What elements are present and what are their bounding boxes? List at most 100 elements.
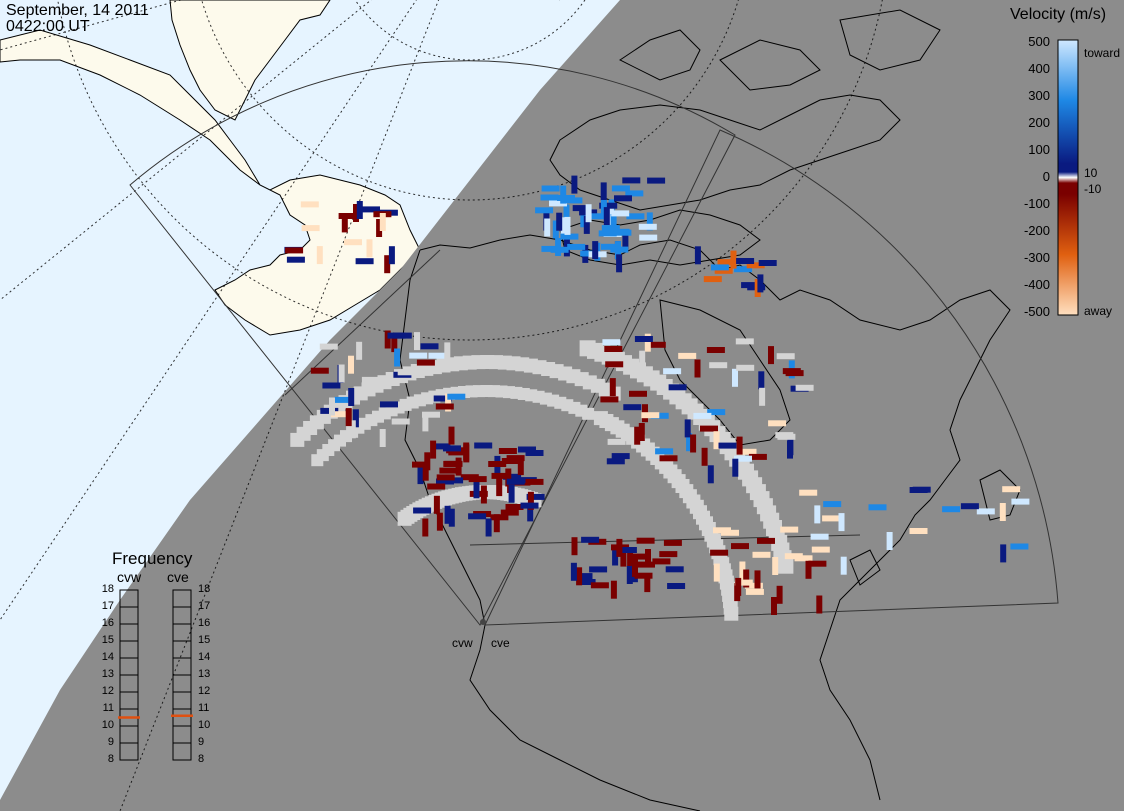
velocity-cell	[316, 246, 323, 265]
velocity-cell	[491, 472, 510, 479]
velocity-colorbar	[1057, 39, 1079, 316]
velocity-cell	[668, 384, 687, 391]
velocity-legend-title: Velocity (m/s)	[1010, 6, 1107, 23]
velocity-cell	[616, 538, 623, 557]
velocity-cell	[602, 339, 621, 346]
velocity-cell	[436, 512, 443, 531]
velocity-cell	[707, 465, 714, 484]
velocity-cell	[520, 502, 539, 509]
velocity-cell	[330, 411, 349, 418]
velocity-cell	[356, 341, 363, 360]
velocity-cell	[541, 245, 560, 252]
velocity-cell	[732, 458, 739, 477]
date-label: September, 14 2011	[6, 2, 149, 19]
ground-scatter-cell	[582, 407, 595, 420]
velocity-cell	[544, 218, 551, 237]
geo-grid	[0, 0, 883, 811]
velocity-cell	[701, 447, 708, 466]
velocity-cell	[560, 233, 579, 240]
coastlines	[399, 9, 1021, 811]
velocity-cell	[612, 547, 619, 566]
velocity-cell	[598, 230, 617, 237]
velocity-cell	[999, 503, 1006, 521]
freq-scale-label-cve: 16	[198, 617, 211, 629]
velocity-cell	[644, 333, 651, 352]
velocity-cell	[376, 219, 383, 237]
freq-scale-label-cvw: 8	[107, 753, 114, 765]
velocity-cell	[734, 579, 753, 586]
velocity-cell	[341, 214, 348, 233]
velocity-cell	[601, 243, 619, 250]
velocity-cell	[526, 493, 545, 500]
velocity-cell	[757, 274, 764, 293]
velocity-cell	[731, 543, 749, 550]
velocity-cell	[960, 503, 979, 510]
velocity-cell	[349, 420, 356, 439]
velocity-cell	[776, 585, 783, 604]
velocity-cell	[417, 466, 424, 485]
freq-scale-label-cvw: 18	[101, 583, 114, 595]
velocity-cell	[384, 330, 391, 349]
velocity-cell	[564, 216, 571, 235]
velocity-cell	[622, 231, 629, 250]
velocity-cell	[580, 209, 587, 228]
velocity-cell	[334, 396, 353, 403]
freq-scale-label-cvw: 11	[102, 702, 114, 714]
legend-tick: -300	[1023, 250, 1050, 265]
velocity-cell	[587, 213, 606, 220]
velocity-cell	[736, 364, 755, 371]
velocity-cell	[741, 282, 760, 289]
freq-scale-label-cvw: 9	[107, 736, 114, 748]
velocity-cell	[663, 539, 682, 546]
velocity-cell	[434, 391, 453, 398]
velocity-cell	[757, 537, 775, 544]
freq-scale-label-cvw: 16	[101, 617, 114, 629]
velocity-cell	[557, 195, 575, 201]
velocity-cell	[430, 440, 437, 459]
velocity-cell	[714, 267, 733, 274]
velocity-cell	[616, 254, 623, 273]
velocity-cell	[1002, 486, 1021, 493]
velocity-cell	[610, 214, 617, 232]
velocity-cell	[604, 346, 623, 352]
velocity-cell	[592, 241, 599, 260]
velocity-cell	[758, 260, 777, 266]
velocity-cell	[443, 460, 462, 467]
freq-scale-label-cve: 18	[198, 583, 211, 595]
velocity-cell	[611, 210, 630, 217]
velocity-cell	[448, 426, 455, 445]
velocity-cell	[527, 491, 534, 510]
velocity-cell	[632, 558, 638, 577]
velocity-cell	[508, 484, 515, 503]
velocity-cell	[322, 382, 341, 389]
velocity-cell	[549, 200, 567, 207]
velocity-cell	[634, 426, 641, 445]
velocity-cell	[758, 371, 765, 390]
velocity-cell	[639, 350, 646, 369]
velocity-cell	[823, 501, 842, 508]
radar-site-marker	[480, 619, 486, 625]
velocity-cell	[422, 413, 429, 432]
velocity-cell	[384, 255, 391, 274]
velocity-cell	[736, 258, 755, 264]
velocity-cell	[394, 348, 401, 367]
velocity-cell	[810, 533, 829, 540]
velocity-cell	[338, 213, 357, 219]
velocity-cell	[445, 393, 452, 412]
velocity-cell	[745, 588, 764, 595]
velocity-cell	[550, 246, 569, 253]
velocity-cell	[822, 515, 841, 522]
velocity-cell	[493, 514, 500, 533]
freq-scale-label-cvw: 15	[101, 634, 114, 646]
gauge-label-cvw: cvw	[117, 569, 142, 585]
velocity-cell	[433, 495, 440, 514]
velocity-cell	[355, 258, 374, 265]
velocity-cell	[886, 532, 893, 550]
velocity-cell	[713, 563, 720, 582]
velocity-cell	[552, 220, 559, 239]
velocity-cell	[706, 347, 725, 353]
radar-site-cvw: cvw	[452, 636, 473, 650]
velocity-cell	[436, 474, 455, 481]
velocity-cell	[780, 526, 799, 533]
